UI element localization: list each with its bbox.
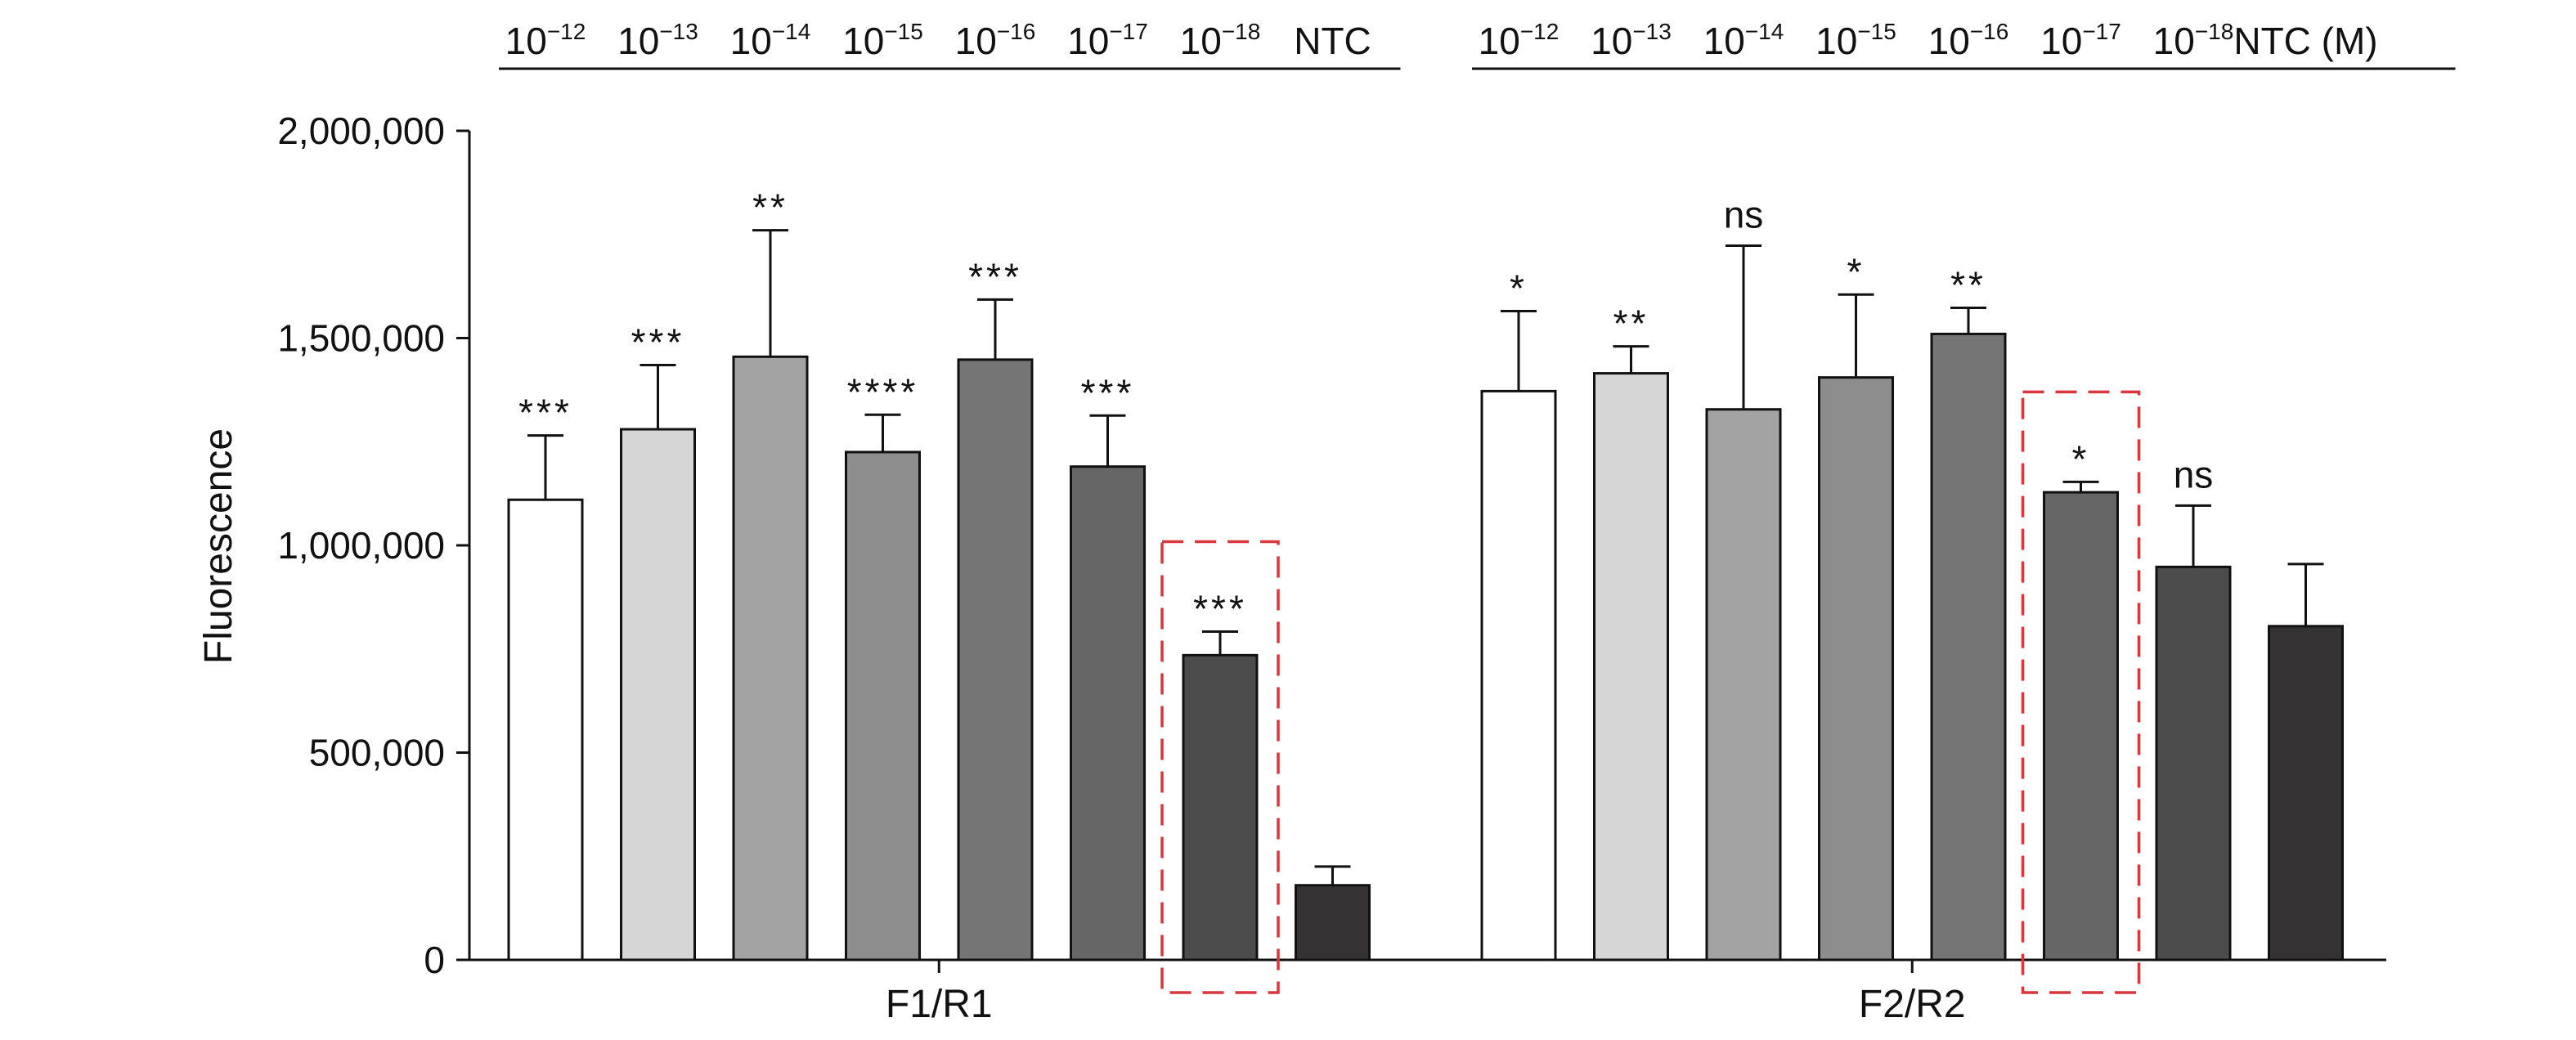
significance-label: * xyxy=(2072,437,2090,480)
bar xyxy=(1930,332,2007,962)
significance-label: **** xyxy=(847,370,919,413)
significance-label: *** xyxy=(1081,371,1135,414)
bar xyxy=(845,451,921,962)
significance-label: ns xyxy=(2174,453,2214,495)
concentration-label: NTC (M) xyxy=(2233,20,2377,62)
bar xyxy=(2155,565,2232,962)
bar xyxy=(1593,372,1669,962)
concentration-label: 10−17 xyxy=(2040,19,2121,62)
bar xyxy=(1182,653,1259,962)
significance-label: *** xyxy=(518,392,572,434)
concentration-label: 10−13 xyxy=(1591,19,1672,62)
highlight-box xyxy=(1160,540,1280,994)
bar xyxy=(1818,376,1894,962)
y-tick-label: 1,500,000 xyxy=(277,317,445,360)
concentration-label: 10−18 xyxy=(1180,19,1261,62)
concentration-label: 10−13 xyxy=(617,19,698,62)
y-axis: 0 500,000 1,000,000 1,500,000 2,000,000 xyxy=(277,110,471,981)
concentration-label: 10−15 xyxy=(842,19,923,62)
significance-labels: ************************ns* *** ns xyxy=(518,186,2213,630)
bar xyxy=(1295,884,1371,962)
concentration-label: 10−12 xyxy=(505,19,586,62)
concentration-label: 10−12 xyxy=(1479,19,1560,62)
bar xyxy=(1705,408,1782,962)
bar xyxy=(620,428,696,962)
bar xyxy=(2268,625,2344,962)
y-tick-label: 1,000,000 xyxy=(277,524,445,567)
bar xyxy=(957,358,1034,962)
concentration-label: NTC xyxy=(1294,20,1371,62)
concentration-label: 10−15 xyxy=(1815,19,1896,62)
highlight-boxes xyxy=(1160,390,2141,994)
significance-label: ns xyxy=(1724,193,1764,235)
significance-label: ** xyxy=(1950,263,1986,306)
y-tick-label: 500,000 xyxy=(309,732,445,774)
bars-layer xyxy=(507,332,2344,962)
concentration-label: 10−17 xyxy=(1067,19,1148,62)
group-label: F1/R1 xyxy=(886,983,993,1026)
y-tick-label: 0 xyxy=(424,939,445,981)
significance-label: *** xyxy=(968,255,1022,298)
concentration-label: 10−14 xyxy=(1703,19,1784,62)
concentration-label: 10−14 xyxy=(730,19,811,62)
y-axis-title: Fluorescence xyxy=(197,428,240,664)
significance-label: *** xyxy=(1193,587,1247,630)
bar xyxy=(1070,465,1146,962)
concentration-header: 10−12 10−13 10−14 10−15 10−16 10−17 10−18 NTC 10… xyxy=(499,19,2456,70)
significance-label: ** xyxy=(752,186,788,229)
concentration-label: 10−16 xyxy=(955,19,1036,62)
bar xyxy=(1480,389,1557,962)
concentration-label: 10−16 xyxy=(1928,19,2009,62)
group-label: F2/R2 xyxy=(1859,983,1966,1026)
bar xyxy=(732,355,809,962)
significance-label: * xyxy=(1847,250,1865,293)
significance-label: * xyxy=(1510,267,1528,310)
bar xyxy=(507,498,584,962)
error-bars-layer xyxy=(527,229,2324,885)
y-tick-label: 2,000,000 xyxy=(277,110,445,152)
concentration-label: 10−18 xyxy=(2153,19,2234,62)
significance-label: *** xyxy=(631,321,685,363)
significance-label: ** xyxy=(1613,303,1649,345)
highlight-box xyxy=(2021,390,2141,994)
bar xyxy=(2043,491,2119,962)
